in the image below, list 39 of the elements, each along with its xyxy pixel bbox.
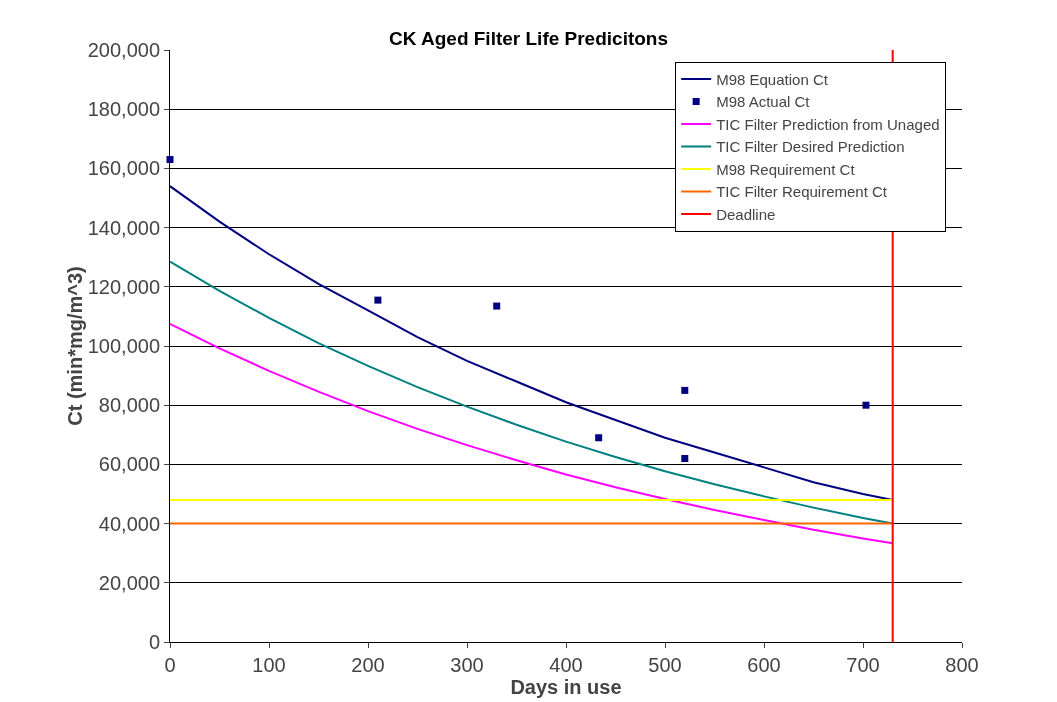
y-axis-title: Ct (min*mg/m^3) [63,266,86,426]
y-tick-label: 60,000 [98,453,160,476]
chart-title: CK Aged Filter Life Predicitons [388,27,669,49]
x-tick-label: 500 [648,654,682,676]
x-tick-label: 800 [945,654,979,676]
legend-label: TIC Filter Prediction from Unaged [716,115,940,133]
x-tick-label: 400 [549,654,583,676]
y-tick-label: 140,000 [87,216,160,239]
point [374,296,382,304]
legend-label: M98 Actual Ct [716,93,811,111]
y-tick-label: 100,000 [87,335,160,357]
x-axis-title: Days in use [510,676,622,698]
x-tick-label: 700 [846,654,880,676]
x-tick-label: 300 [450,654,484,676]
x-tick-label: 600 [747,654,781,676]
legend-label: M98 Requirement Ct [716,160,856,178]
point [595,434,603,442]
legend-label: TIC Filter Desired Prediction [716,138,905,156]
legend-label: TIC Filter Requirement Ct [716,183,888,201]
x-tick-label: 0 [164,654,176,676]
x-tick-label: 200 [351,654,385,676]
y-tick-label: 20,000 [98,571,160,594]
point [681,454,689,462]
line-series [170,185,894,501]
legend-label: Deadline [716,205,776,223]
legend-label: M98 Equation Ct [716,70,829,88]
y-tick-label: 120,000 [87,275,160,298]
line-series [170,260,894,525]
point [681,386,689,394]
point [862,401,870,409]
point [493,302,501,310]
y-tick-label: 0 [148,631,160,653]
y-tick-label: 200,000 [87,39,160,61]
line-series [170,322,894,545]
y-tick-label: 80,000 [98,394,160,417]
y-tick-label: 40,000 [98,512,160,535]
y-tick-label: 160,000 [87,157,160,180]
y-tick-label: 180,000 [87,98,160,121]
x-tick-label: 100 [252,654,286,676]
